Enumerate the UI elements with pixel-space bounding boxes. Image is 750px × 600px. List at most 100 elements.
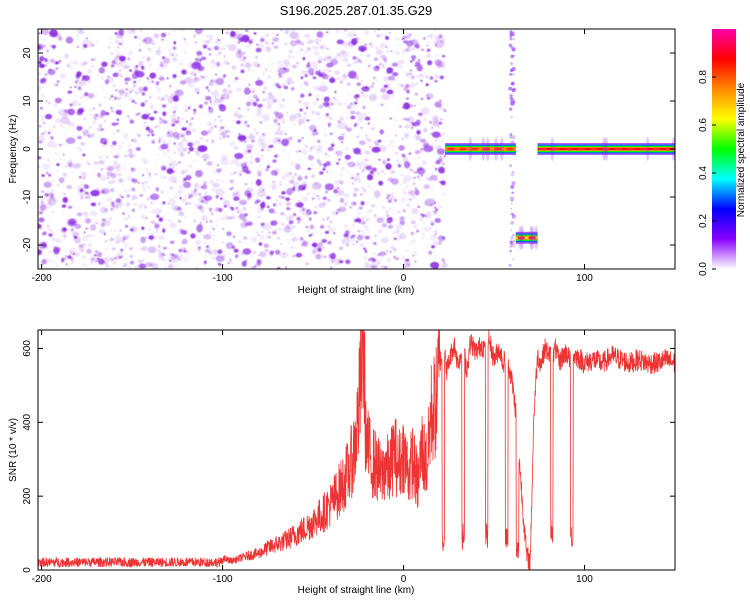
noise-speckle	[341, 141, 344, 144]
noise-speckle	[100, 193, 103, 195]
noise-speckle	[174, 119, 180, 124]
noise-speckle	[204, 101, 208, 105]
noise-speckle	[131, 187, 136, 192]
noise-speckle	[405, 97, 410, 100]
noise-speckle	[250, 155, 253, 159]
noise-speckle	[412, 58, 415, 62]
noise-speckle	[38, 84, 42, 93]
noise-speckle	[367, 209, 373, 213]
noise-speckle	[385, 92, 387, 94]
noise-speckle	[54, 97, 62, 104]
noise-speckle	[52, 260, 55, 262]
noise-speckle	[275, 199, 278, 202]
noise-speckle	[318, 104, 324, 109]
noise-speckle	[415, 119, 421, 126]
noise-speckle	[208, 53, 211, 56]
noise-speckle	[355, 161, 361, 167]
noise-speckle	[314, 204, 319, 209]
noise-speckle	[162, 257, 166, 262]
noise-speckle	[318, 73, 324, 77]
noise-speckle	[92, 58, 96, 61]
noise-speckle	[291, 81, 294, 84]
noise-speckle	[401, 255, 405, 259]
noise-speckle	[103, 232, 106, 236]
noise-speckle	[55, 67, 58, 70]
noise-speckle	[340, 166, 346, 171]
noise-speckle	[246, 144, 254, 150]
noise-speckle	[415, 134, 421, 141]
noise-speckle	[386, 67, 394, 74]
noise-speckle	[41, 54, 44, 56]
noise-speckle	[51, 44, 57, 49]
noise-speckle	[323, 68, 328, 72]
noise-speckle	[48, 96, 51, 98]
noise-speckle	[158, 30, 160, 32]
noise-speckle	[138, 135, 141, 137]
noise-speckle	[355, 111, 359, 116]
noise-speckle	[55, 34, 57, 37]
x-tick-label: 100	[576, 273, 593, 284]
noise-speckle	[419, 138, 427, 143]
noise-speckle	[379, 33, 384, 37]
noise-speckle	[152, 208, 162, 214]
noise-speckle	[387, 258, 391, 261]
stripe-speckle	[508, 86, 513, 91]
noise-speckle	[304, 125, 307, 128]
noise-speckle	[413, 251, 418, 256]
noise-speckle	[231, 159, 237, 165]
noise-speckle	[375, 46, 379, 50]
noise-speckle	[113, 160, 117, 164]
stripe-speckle	[511, 213, 514, 216]
noise-speckle	[90, 189, 100, 197]
noise-speckle	[167, 260, 172, 264]
noise-speckle	[331, 76, 334, 79]
noise-speckle	[75, 73, 81, 79]
noise-speckle	[271, 32, 275, 34]
noise-speckle	[248, 150, 252, 153]
stripe-speckle	[510, 243, 513, 246]
spectrogram-x-axis-label: Height of straight line (km)	[298, 285, 415, 296]
noise-speckle	[399, 184, 402, 187]
noise-speckle	[218, 50, 221, 52]
noise-speckle	[135, 147, 141, 151]
noise-speckle	[109, 106, 113, 110]
noise-speckle	[38, 63, 45, 68]
noise-speckle	[108, 248, 110, 250]
noise-speckle	[207, 89, 210, 92]
noise-speckle	[220, 94, 225, 98]
noise-speckle	[264, 46, 272, 52]
x-tick-label: 0	[401, 574, 407, 585]
noise-speckle	[244, 213, 248, 217]
noise-speckle	[308, 56, 311, 58]
noise-speckle	[303, 112, 307, 116]
noise-speckle	[161, 38, 164, 41]
tone-peak	[482, 147, 491, 151]
noise-speckle	[412, 254, 415, 257]
stripe-speckle	[511, 72, 515, 77]
noise-speckle	[350, 261, 353, 264]
noise-speckle	[128, 247, 134, 251]
noise-speckle	[378, 62, 382, 66]
noise-speckle	[160, 100, 163, 102]
noise-speckle	[111, 179, 116, 184]
noise-speckle	[230, 215, 236, 219]
noise-speckle	[178, 211, 185, 216]
noise-speckle	[352, 105, 355, 108]
noise-speckle	[172, 46, 177, 50]
noise-speckle	[173, 41, 177, 45]
noise-speckle	[268, 244, 271, 248]
noise-speckle	[163, 120, 167, 124]
noise-speckle	[149, 63, 152, 66]
noise-speckle	[350, 102, 353, 105]
noise-speckle	[402, 35, 408, 40]
noise-speckle	[408, 82, 416, 88]
noise-speckle	[142, 174, 145, 177]
noise-speckle	[83, 184, 89, 189]
noise-speckle	[336, 53, 341, 56]
noise-speckle	[148, 229, 151, 232]
noise-speckle	[302, 101, 310, 107]
noise-speckle	[109, 52, 115, 56]
noise-speckle	[146, 56, 151, 62]
